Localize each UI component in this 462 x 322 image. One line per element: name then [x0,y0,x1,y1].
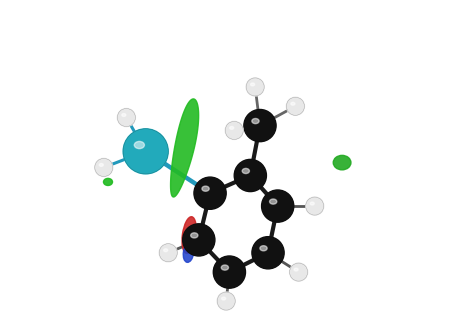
Ellipse shape [242,168,249,174]
Circle shape [261,190,294,222]
Circle shape [213,256,245,288]
Ellipse shape [250,83,255,86]
Ellipse shape [252,118,259,124]
Circle shape [286,97,304,115]
Circle shape [182,224,215,256]
Ellipse shape [164,249,168,252]
Ellipse shape [134,141,145,149]
Circle shape [306,197,324,215]
Ellipse shape [99,164,103,166]
Ellipse shape [191,233,198,238]
Circle shape [117,109,135,127]
Ellipse shape [230,127,234,129]
Circle shape [123,129,168,174]
Circle shape [234,159,267,192]
Ellipse shape [221,265,229,270]
Ellipse shape [182,217,196,253]
Circle shape [217,292,235,310]
Ellipse shape [294,268,298,271]
Circle shape [252,237,284,269]
Circle shape [244,109,276,142]
Ellipse shape [269,199,277,204]
Ellipse shape [333,156,351,170]
Circle shape [194,177,226,209]
Ellipse shape [291,102,295,105]
Circle shape [225,121,243,139]
Ellipse shape [222,297,225,300]
Ellipse shape [122,114,126,117]
Ellipse shape [202,186,209,191]
Circle shape [95,158,113,176]
Polygon shape [170,99,199,197]
Circle shape [159,244,177,262]
Circle shape [290,263,308,281]
Ellipse shape [260,246,267,251]
Circle shape [246,78,264,96]
Ellipse shape [183,243,194,262]
Ellipse shape [310,202,314,205]
Ellipse shape [103,178,113,185]
